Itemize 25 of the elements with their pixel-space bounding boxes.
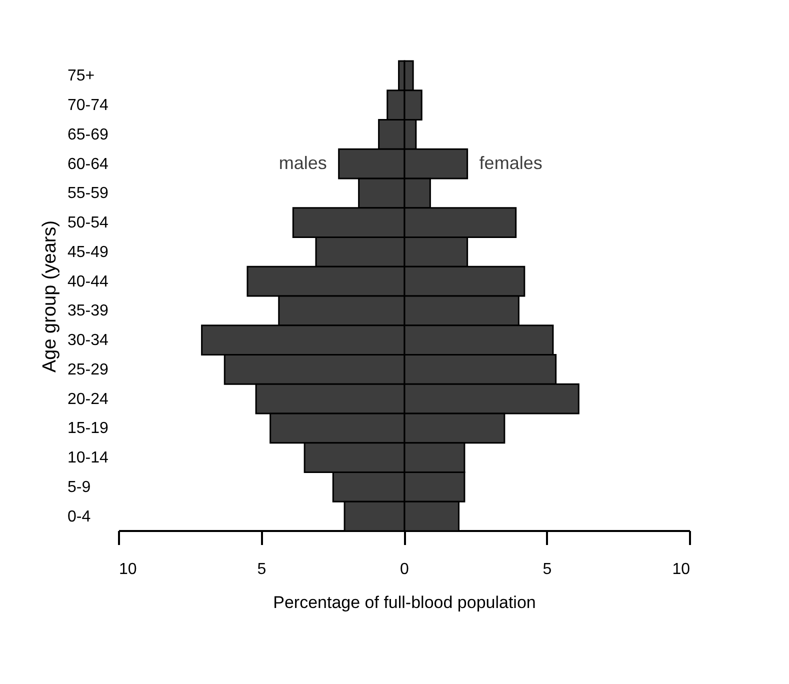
y-tick-label: 45-49 [68,244,109,261]
y-tick-label: 10-14 [68,450,109,467]
y-tick-label: 40-44 [68,273,109,290]
y-tick-label: 60-64 [68,156,109,173]
y-tick-label: 35-39 [68,302,109,320]
y-tick-label: 0-4 [68,508,91,526]
x-axis-title: Percentage of full-blood population [273,593,536,612]
x-tick-label: 0 [400,561,410,578]
y-axis-title: Age group (years) [40,220,60,373]
x-tick-label: 10 [672,561,690,578]
y-tick-label: 70-74 [68,97,109,114]
series-label: females [479,152,542,173]
x-tick-label: 5 [542,561,552,578]
x-tick-label: 5 [257,561,266,578]
y-tick-label: 25-29 [68,361,109,378]
y-tick-label: 15-19 [68,420,109,438]
y-tick-label: 30-34 [68,332,109,350]
y-tick-label: 5-9 [68,478,91,496]
y-tick-label: 20-24 [68,390,109,408]
series-label: males [278,152,327,173]
y-tick-label: 50-54 [68,214,109,232]
y-tick-label: 55-59 [68,185,109,202]
y-tick-label: 65-69 [68,126,109,144]
x-tick-label: 10 [119,561,137,578]
y-tick-label: 75+ [68,68,95,85]
